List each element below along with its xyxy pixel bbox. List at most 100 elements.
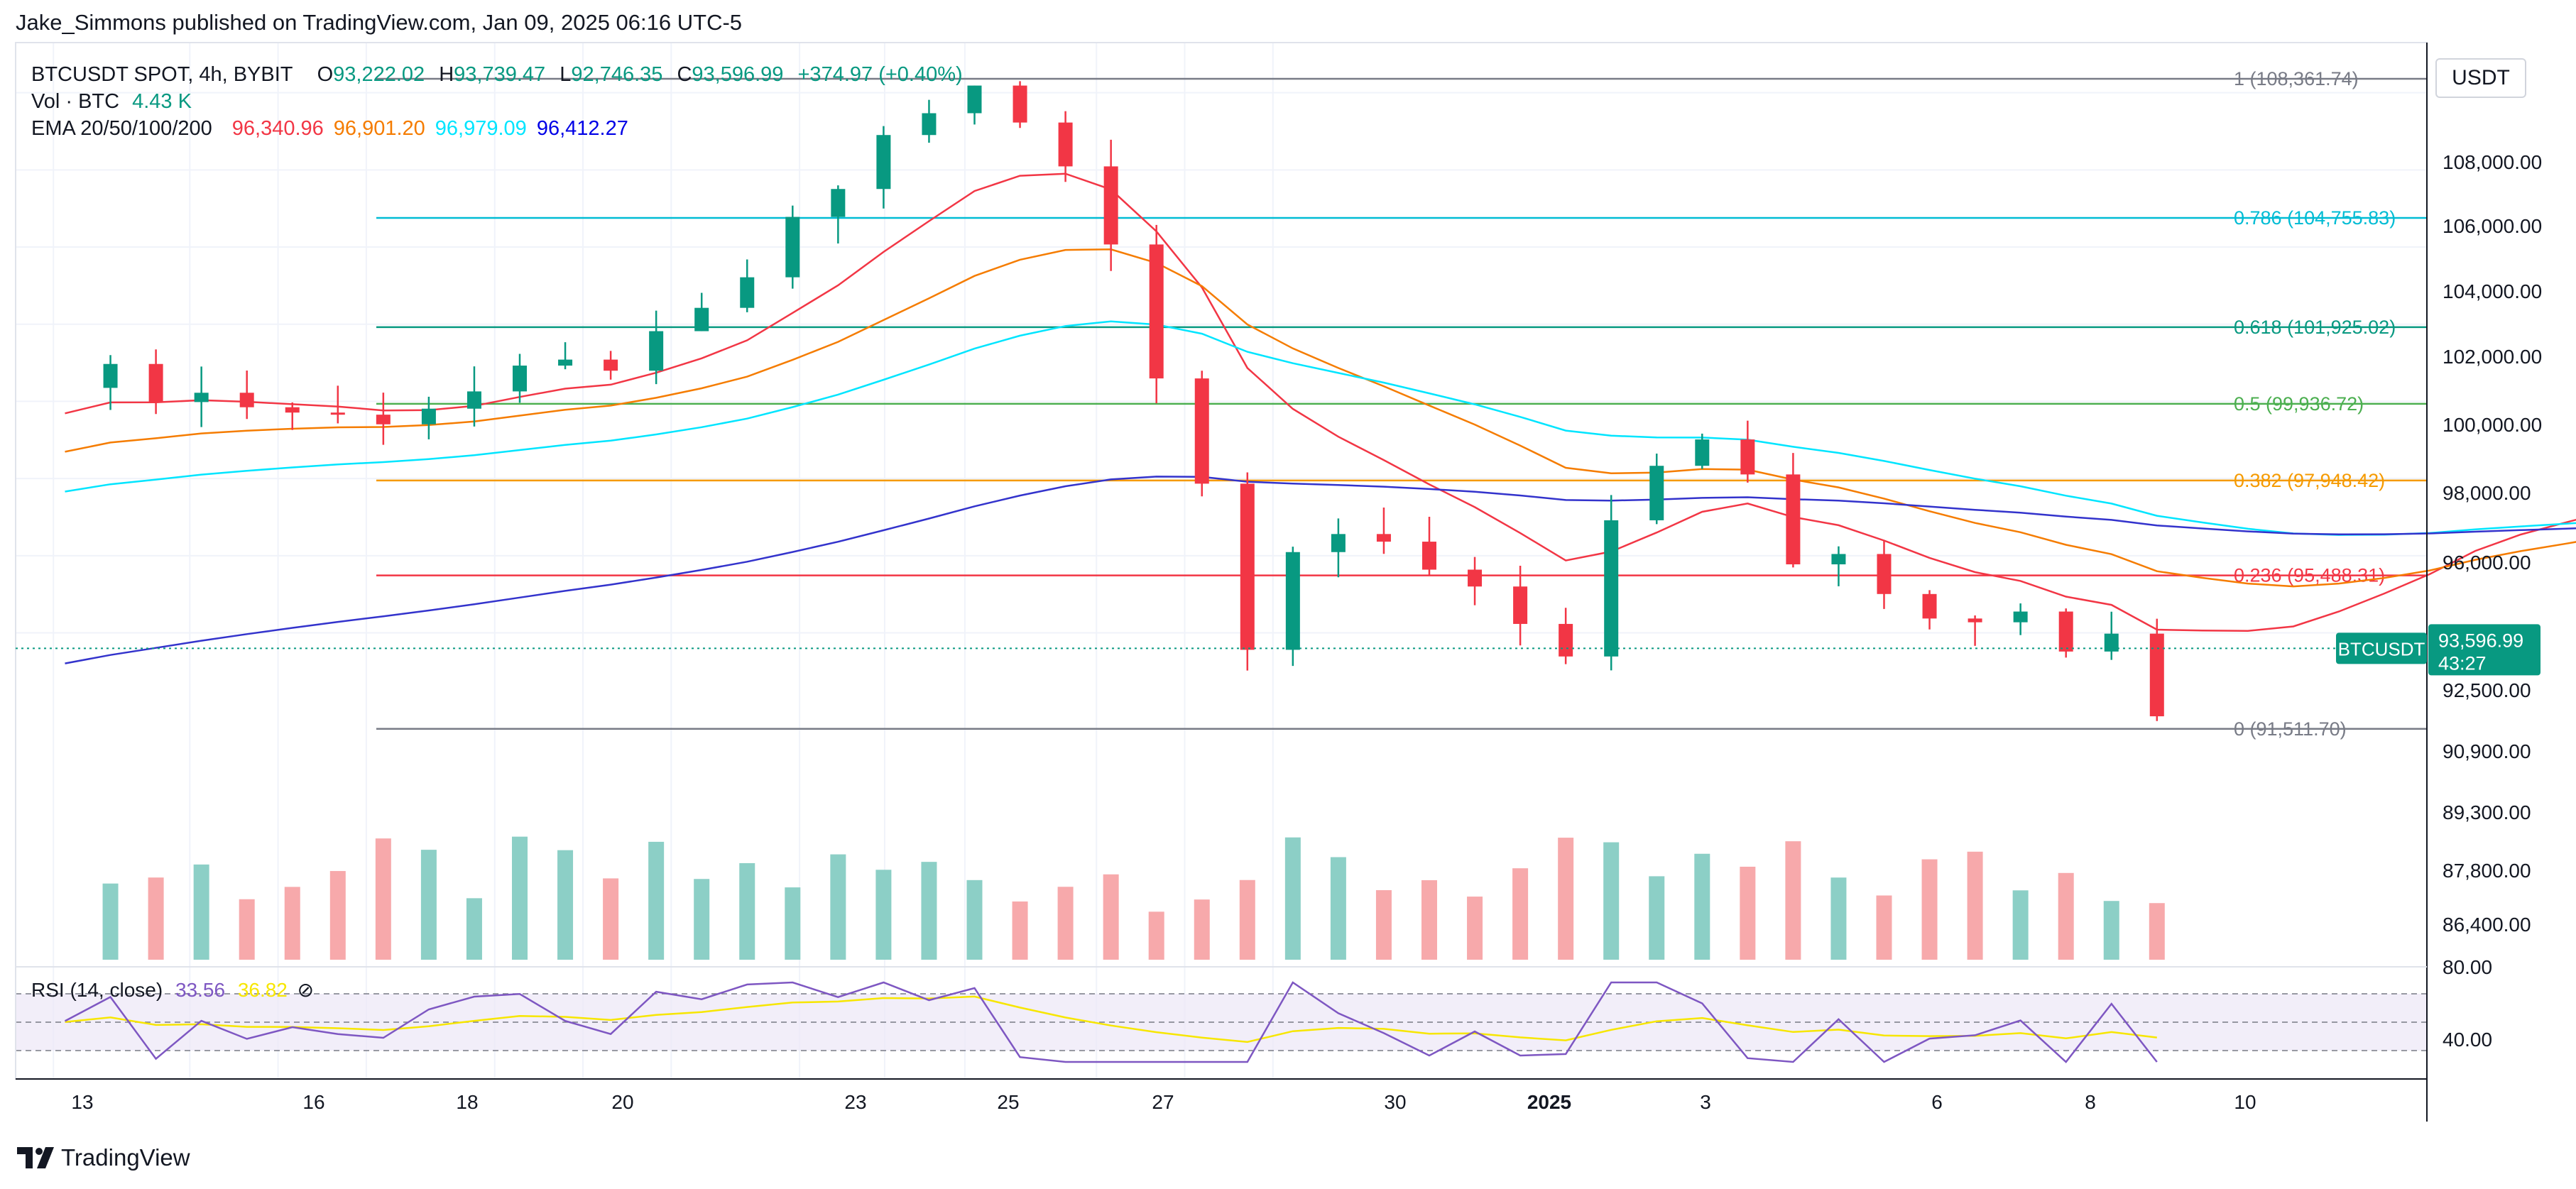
candle-body [1194,378,1209,484]
volume-label[interactable]: Vol · BTC [31,90,120,113]
close-value: 93,596.99 [692,63,784,86]
time-tick: 13 [71,1091,93,1113]
candle-body [1831,554,1846,565]
candle-body [2104,633,2119,652]
volume-bar [1558,838,1574,960]
hidden-eye-icon[interactable]: ⊘ [297,979,315,1001]
volume-bar [102,883,119,960]
volume-bar [1148,911,1164,960]
volume-bar [921,862,937,960]
candle-body [649,331,664,371]
ema100-line [65,320,2576,536]
legend-symbol-row: BTCUSDT SPOT, 4h, BYBIT O93,222.02 H93,7… [31,61,963,88]
price-tick: 90,900.00 [2443,740,2531,762]
price-tick: 98,000.00 [2443,482,2531,504]
volume-bar [557,850,574,960]
time-tick: 20 [611,1091,633,1113]
volume-bar [1921,859,1938,960]
ema-label[interactable]: EMA 20/50/100/200 [31,117,212,140]
price-tick: 40.00 [2443,1029,2492,1051]
symbol-badge-text: BTCUSDT [2338,638,2425,659]
candle-body [2013,611,2028,623]
ema200-line [65,476,2576,664]
candle-body [513,366,527,392]
fib-label: 0.236 (95,488.31) [2234,565,2385,586]
fib-label: 0.5 (99,936.72) [2234,393,2364,415]
volume-bar [1830,877,1847,960]
volume-bar [512,836,528,960]
fibonacci-retracement[interactable]: 1 (108,361.74) 0.786 (104,755.83) 0.618 (1… [376,68,2427,740]
volume-bar [375,838,391,960]
axes: 108,000.00 106,000.00 104,000.00 102,000.00… [15,42,2542,1122]
candle-body [103,363,118,388]
rsi-line [64,981,2158,1063]
volume-bar [1103,874,1119,960]
candle-body [604,359,618,371]
volume-bar [785,887,801,960]
price-tick: 106,000.00 [2443,215,2542,237]
rsi-label[interactable]: RSI (14, close) [31,979,163,1001]
countdown-text: 43:27 [2438,652,2487,674]
time-tick: 2025 [1527,1091,1571,1113]
last-price-text: 93,596.99 [2438,630,2523,651]
fib-label: 0 (91,511.70) [2234,718,2347,740]
price-tick: 87,800.00 [2443,860,2531,882]
candle-body [1740,439,1755,475]
tradingview-logo[interactable]: TradingView [17,1144,190,1171]
candle-body [1240,483,1255,650]
ema-lines [65,172,2576,664]
price-tick: 104,000.00 [2443,280,2542,302]
currency-selector[interactable]: USDT [2435,58,2526,98]
volume-bar [1330,857,1346,960]
close-key: C [677,63,692,86]
volume-bar [966,880,983,960]
volume-bar [1967,851,1983,960]
candle-body [330,412,345,415]
volume-bar [1649,876,1665,960]
fib-label: 0.786 (104,755.83) [2234,207,2396,229]
chart-legend: BTCUSDT SPOT, 4h, BYBIT O93,222.02 H93,7… [31,61,963,142]
candle-body [694,307,709,332]
volume-bar [1876,895,1892,960]
volume-bar [1375,890,1392,960]
candle-body [1013,85,1027,123]
time-tick: 30 [1384,1091,1406,1113]
candle-body [785,217,800,278]
candle-body [1559,623,1573,657]
time-tick: 16 [302,1091,324,1113]
rsi-legend: RSI (14, close) 33.56 36.82 ⊘ [31,978,314,1002]
candle-body [194,393,209,402]
rsi-pane [16,981,2427,1063]
price-tick: 102,000.00 [2443,346,2542,368]
volume-bar [1740,866,1756,960]
candle-body [1649,466,1664,520]
volume-bar [1512,868,1529,960]
candle-body [466,391,481,409]
candle-body [876,135,891,190]
candle-body [1922,593,1937,619]
rsi-ma-value: 36.82 [237,979,288,1001]
rsi-ma-line [65,995,2157,1043]
candle-body [1285,552,1300,650]
publisher-line: Jake_Simmons published on TradingView.co… [16,10,743,35]
low-value: 92,746.35 [571,63,663,86]
volume-value: 4.43 K [132,90,192,113]
change-value: +374.97 (+0.40%) [797,63,963,86]
ema20-line [65,172,2576,632]
volume-bar [2103,901,2119,960]
candle-body [2149,633,2164,717]
price-tick: 80.00 [2443,956,2492,978]
candle-body [1058,122,1073,167]
low-key: L [560,63,572,86]
volume-bar [1603,842,1620,960]
open-key: O [317,63,334,86]
brand-name: TradingView [61,1144,190,1171]
fib-label: 0.618 (101,925.02) [2234,317,2396,338]
candle-body [148,363,163,402]
fib-label: 0.382 (97,948.42) [2234,470,2385,491]
time-tick: 6 [1931,1091,1943,1113]
open-value: 93,222.02 [333,63,425,86]
candle-body [1422,542,1436,570]
symbol-label[interactable]: BTCUSDT SPOT, 4h, BYBIT [31,63,293,86]
